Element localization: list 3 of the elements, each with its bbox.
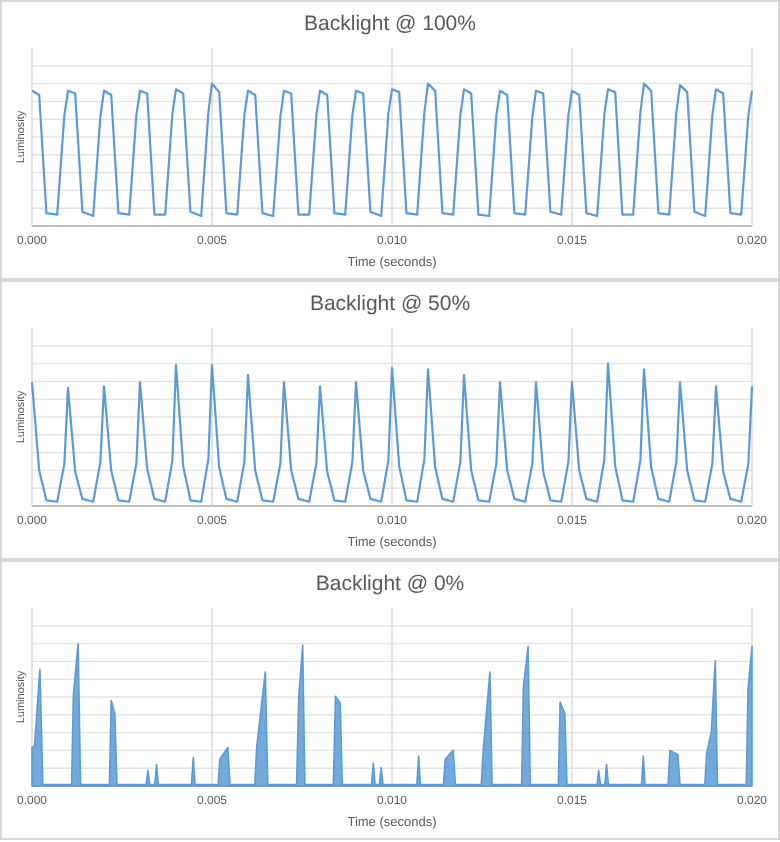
chart-title: Backlight @ 0% bbox=[315, 572, 465, 596]
chart-title: Backlight @ 100% bbox=[304, 12, 476, 36]
chart-title: Backlight @ 50% bbox=[309, 292, 471, 316]
